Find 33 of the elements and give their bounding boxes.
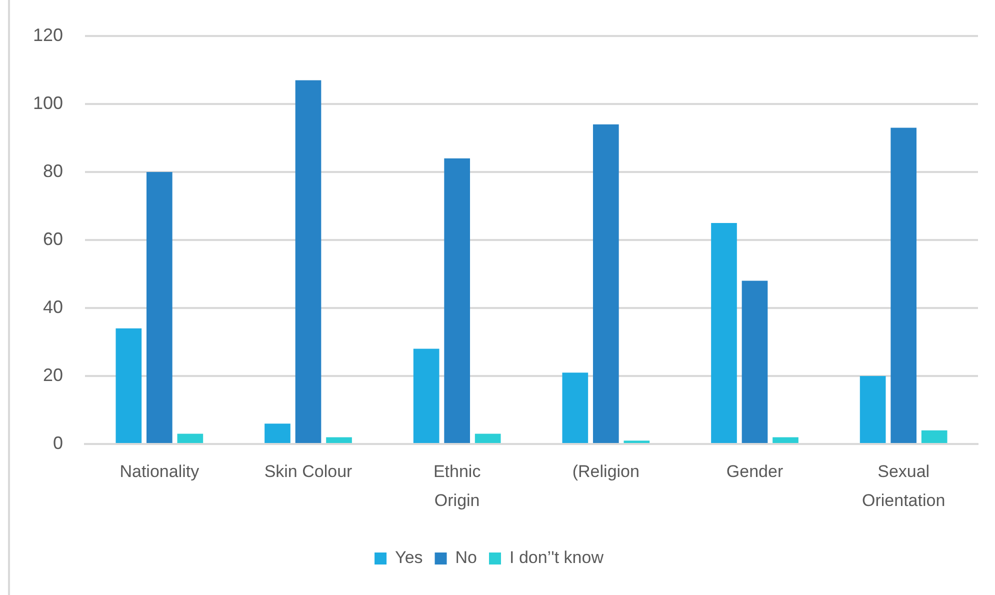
x-tick-label: Skin Colour — [264, 462, 353, 482]
x-tick-label: Nationality — [120, 462, 200, 482]
bar — [860, 376, 886, 443]
x-tick-label: Ethnic Origin — [433, 462, 482, 510]
x-tick-label: Gender — [726, 462, 784, 482]
bar — [593, 124, 619, 443]
bar — [116, 328, 142, 443]
x-tick-label: Sexual Orientation — [862, 462, 946, 510]
bar — [474, 434, 501, 443]
x-tick-label: (Religion — [572, 462, 640, 482]
bar — [146, 172, 172, 443]
bar — [177, 434, 204, 443]
bar — [772, 437, 798, 443]
bar — [326, 437, 352, 443]
y-tick-label: 120 — [32, 24, 63, 45]
bar — [444, 158, 470, 443]
y-tick-label: 0 — [52, 432, 63, 453]
y-tick-label: 20 — [42, 364, 63, 385]
y-tick-label: 80 — [42, 160, 63, 181]
bar — [413, 348, 440, 443]
y-tick-label: 40 — [42, 296, 63, 317]
bar — [562, 372, 588, 443]
legend-label: I don’'t know — [510, 548, 604, 568]
bar — [742, 280, 768, 443]
y-tick-label: 60 — [42, 228, 63, 249]
bar — [921, 430, 948, 443]
bar — [264, 424, 290, 443]
legend-label: Yes — [395, 548, 423, 568]
bar — [295, 80, 322, 443]
bar — [890, 128, 916, 443]
bar — [711, 223, 737, 443]
y-tick-label: 100 — [32, 92, 63, 113]
legend-label: No — [455, 548, 478, 568]
